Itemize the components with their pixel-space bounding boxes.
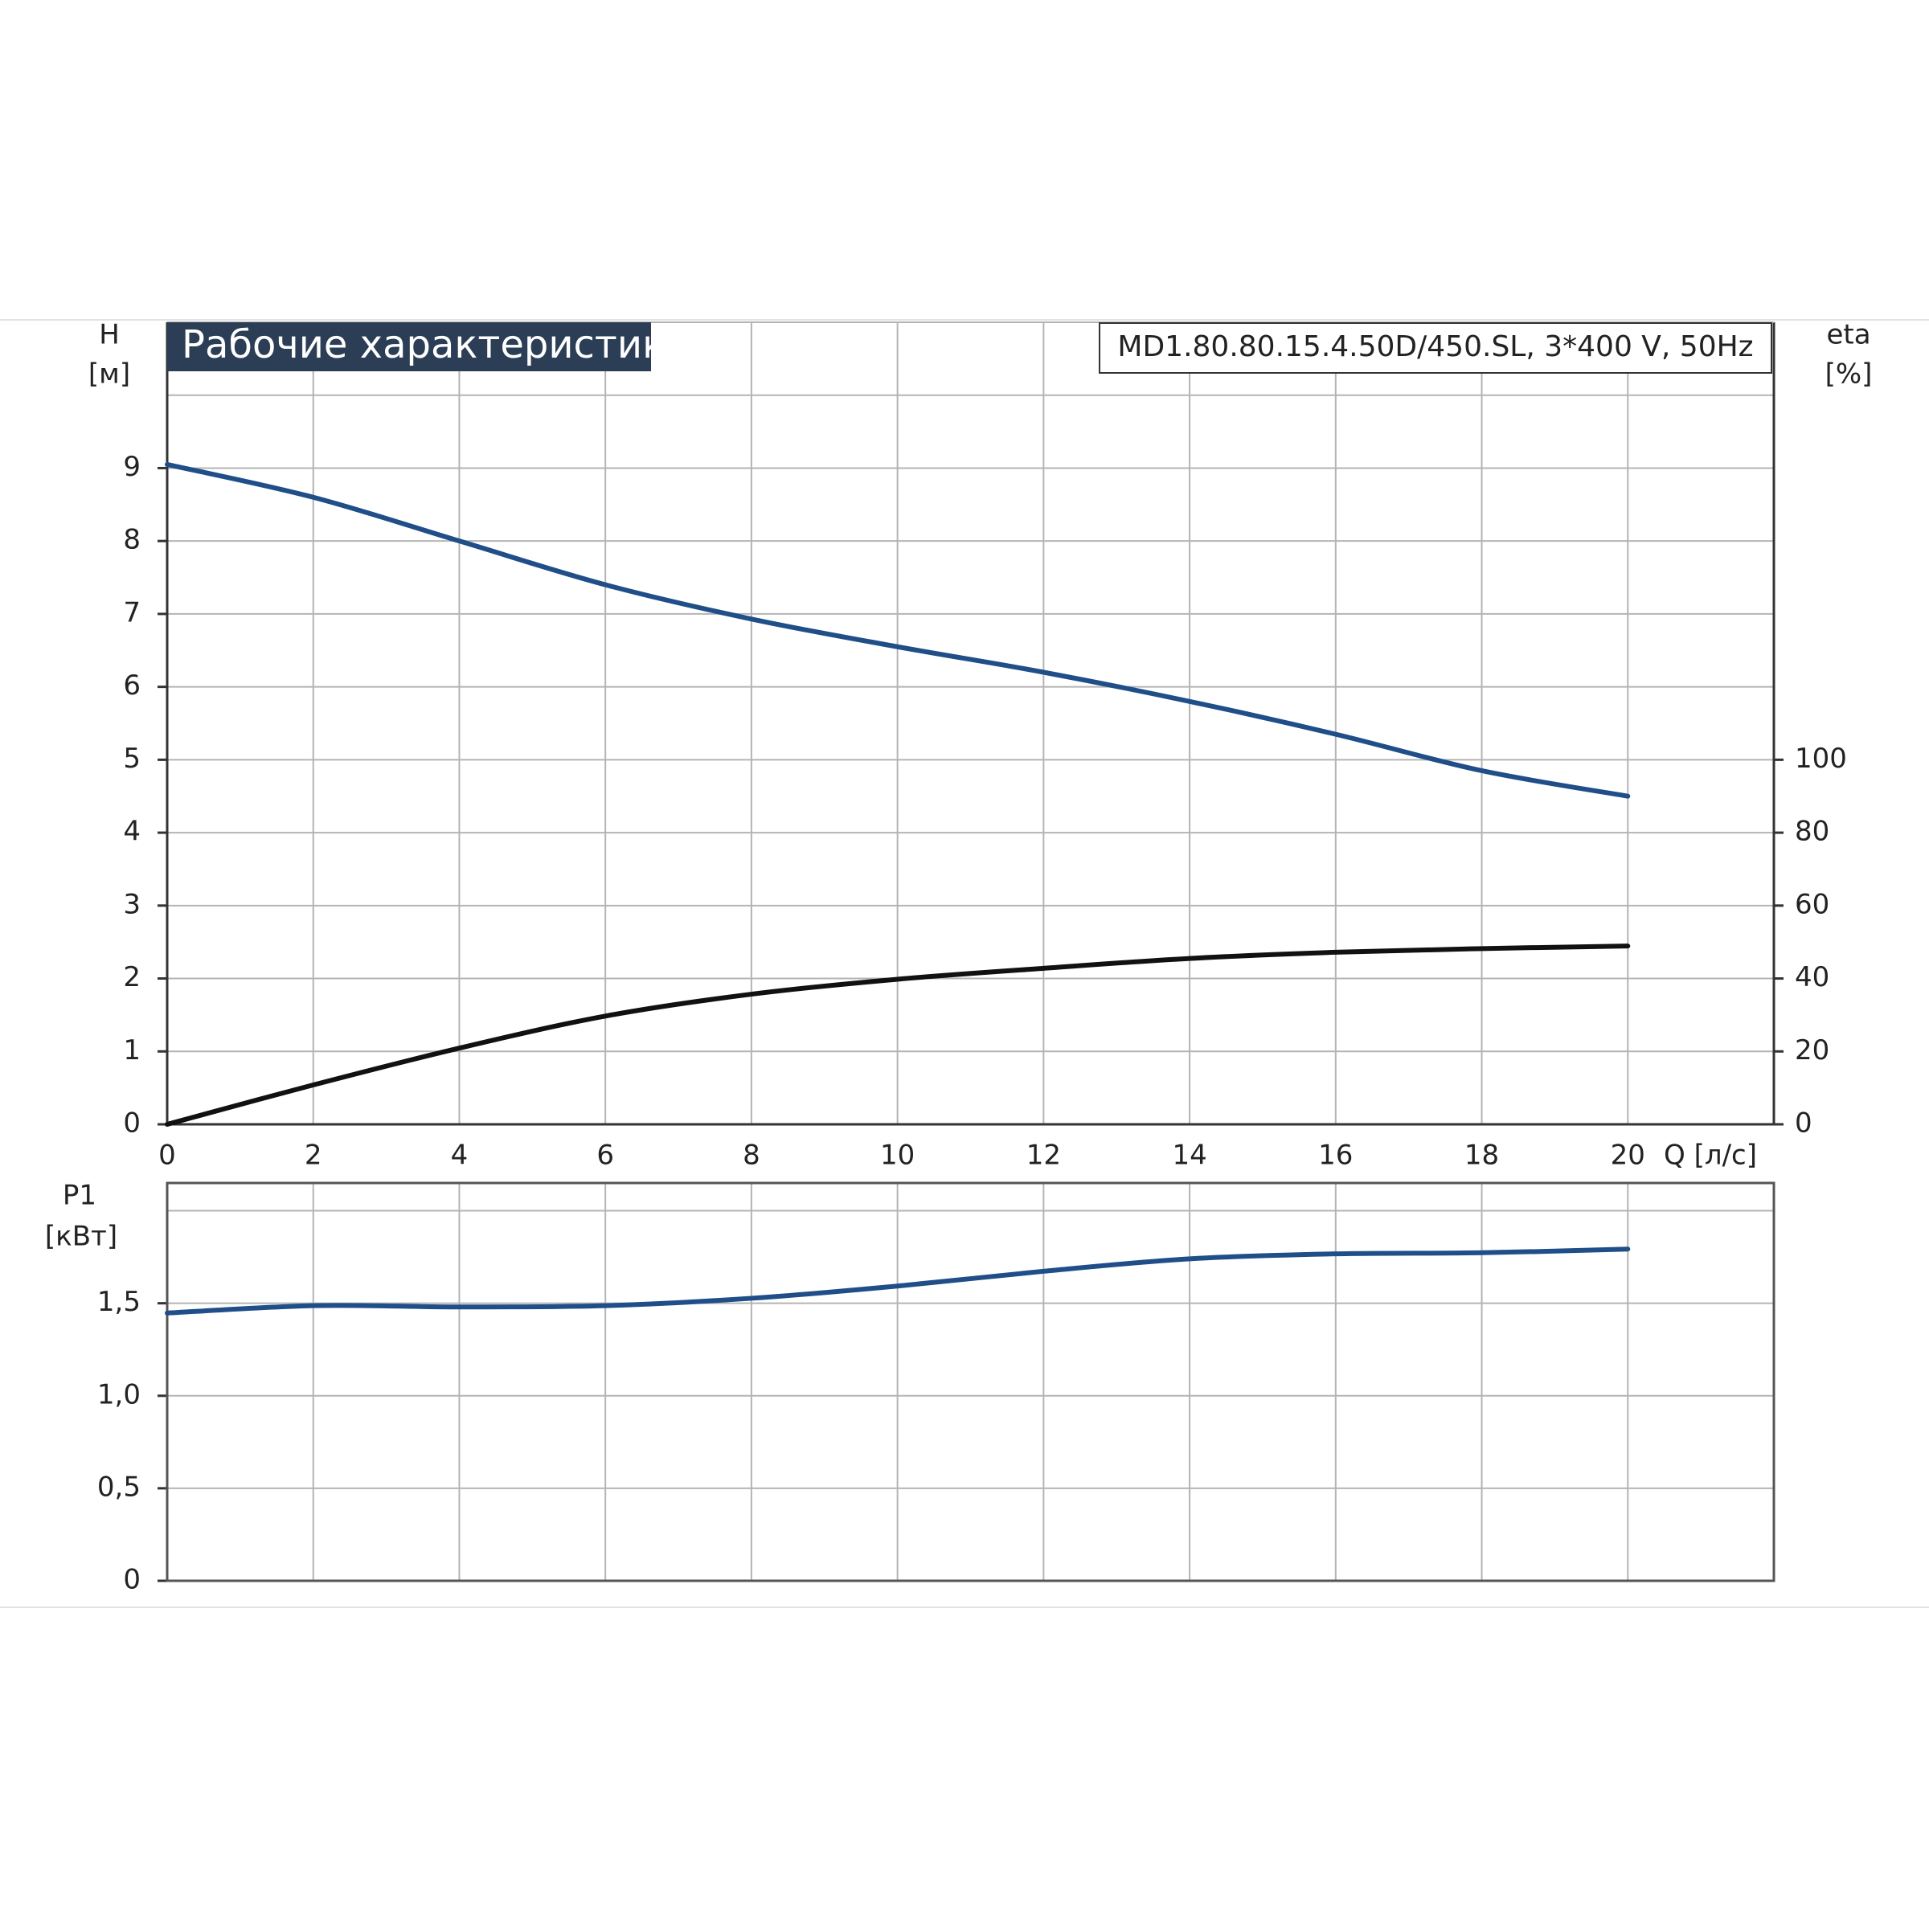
y-tick-label: 1,0 bbox=[97, 1378, 141, 1410]
y-tick-label: 1 bbox=[123, 1034, 141, 1066]
plots: 0 2 4 6 8 10 12 14 16 18 2001234567890204060801000… bbox=[97, 321, 1847, 1596]
title-box bbox=[167, 322, 651, 371]
y2-axis-label: eta bbox=[1826, 319, 1870, 351]
y-tick-label: 4 bbox=[123, 816, 141, 848]
y2-tick-label: 40 bbox=[1795, 961, 1829, 993]
y2-tick-label: 20 bbox=[1795, 1034, 1829, 1066]
y-tick-label: 6 bbox=[123, 669, 141, 702]
plot-frame bbox=[166, 1181, 1775, 1582]
y-tick-label: 0 bbox=[123, 1564, 141, 1596]
y-tick-label: 1,5 bbox=[97, 1286, 141, 1318]
curve bbox=[165, 1246, 1631, 1316]
y-axis-label: P1 bbox=[63, 1180, 96, 1212]
y-axis-unit: [м] bbox=[88, 358, 130, 391]
y2-tick-label: 80 bbox=[1795, 816, 1829, 848]
x-tick-label: 14 bbox=[1172, 1140, 1206, 1172]
curve bbox=[165, 943, 1631, 1127]
x-tick-label: 8 bbox=[743, 1140, 760, 1172]
y-tick-label: 8 bbox=[123, 524, 141, 556]
overlay: Рабочие характеристики MD1.80.80.15.4.50… bbox=[45, 319, 1873, 1253]
x-tick-label: 18 bbox=[1464, 1140, 1499, 1172]
y-tick-label: 9 bbox=[123, 451, 141, 483]
y-axis-label: H bbox=[99, 319, 120, 351]
y2-tick-label: 60 bbox=[1795, 888, 1829, 920]
model-box bbox=[1099, 322, 1772, 374]
x-tick-label: 2 bbox=[305, 1140, 322, 1172]
chart-subtitle: MD1.80.80.15.4.50D/450.SL, 3*400 V, 50Hz bbox=[1117, 330, 1753, 363]
y-tick-label: 7 bbox=[123, 596, 141, 628]
y2-tick-label: 0 bbox=[1795, 1107, 1812, 1140]
x-tick-label: 6 bbox=[596, 1140, 614, 1172]
x-tick-label: 16 bbox=[1318, 1140, 1353, 1172]
x-tick-label: 0 bbox=[158, 1140, 176, 1172]
x-tick-label: 20 bbox=[1611, 1140, 1645, 1172]
y-axis-unit: [кВт] bbox=[45, 1221, 117, 1253]
y-tick-label: 3 bbox=[123, 888, 141, 920]
y-tick-label: 5 bbox=[123, 743, 141, 775]
y2-tick-label: 100 bbox=[1795, 743, 1847, 775]
curve bbox=[165, 461, 1631, 799]
x-tick-label: 4 bbox=[451, 1140, 469, 1172]
y-tick-label: 0,5 bbox=[97, 1471, 141, 1503]
x-tick-label: 12 bbox=[1026, 1140, 1061, 1172]
y-tick-label: 0 bbox=[123, 1107, 141, 1140]
y2-axis-unit: [%] bbox=[1825, 358, 1873, 391]
y-tick-label: 2 bbox=[123, 961, 141, 993]
x-axis-label: Q [л/с] bbox=[1664, 1140, 1757, 1172]
x-tick-label: 10 bbox=[880, 1140, 915, 1172]
chart-title: Рабочие характеристики bbox=[182, 322, 690, 367]
